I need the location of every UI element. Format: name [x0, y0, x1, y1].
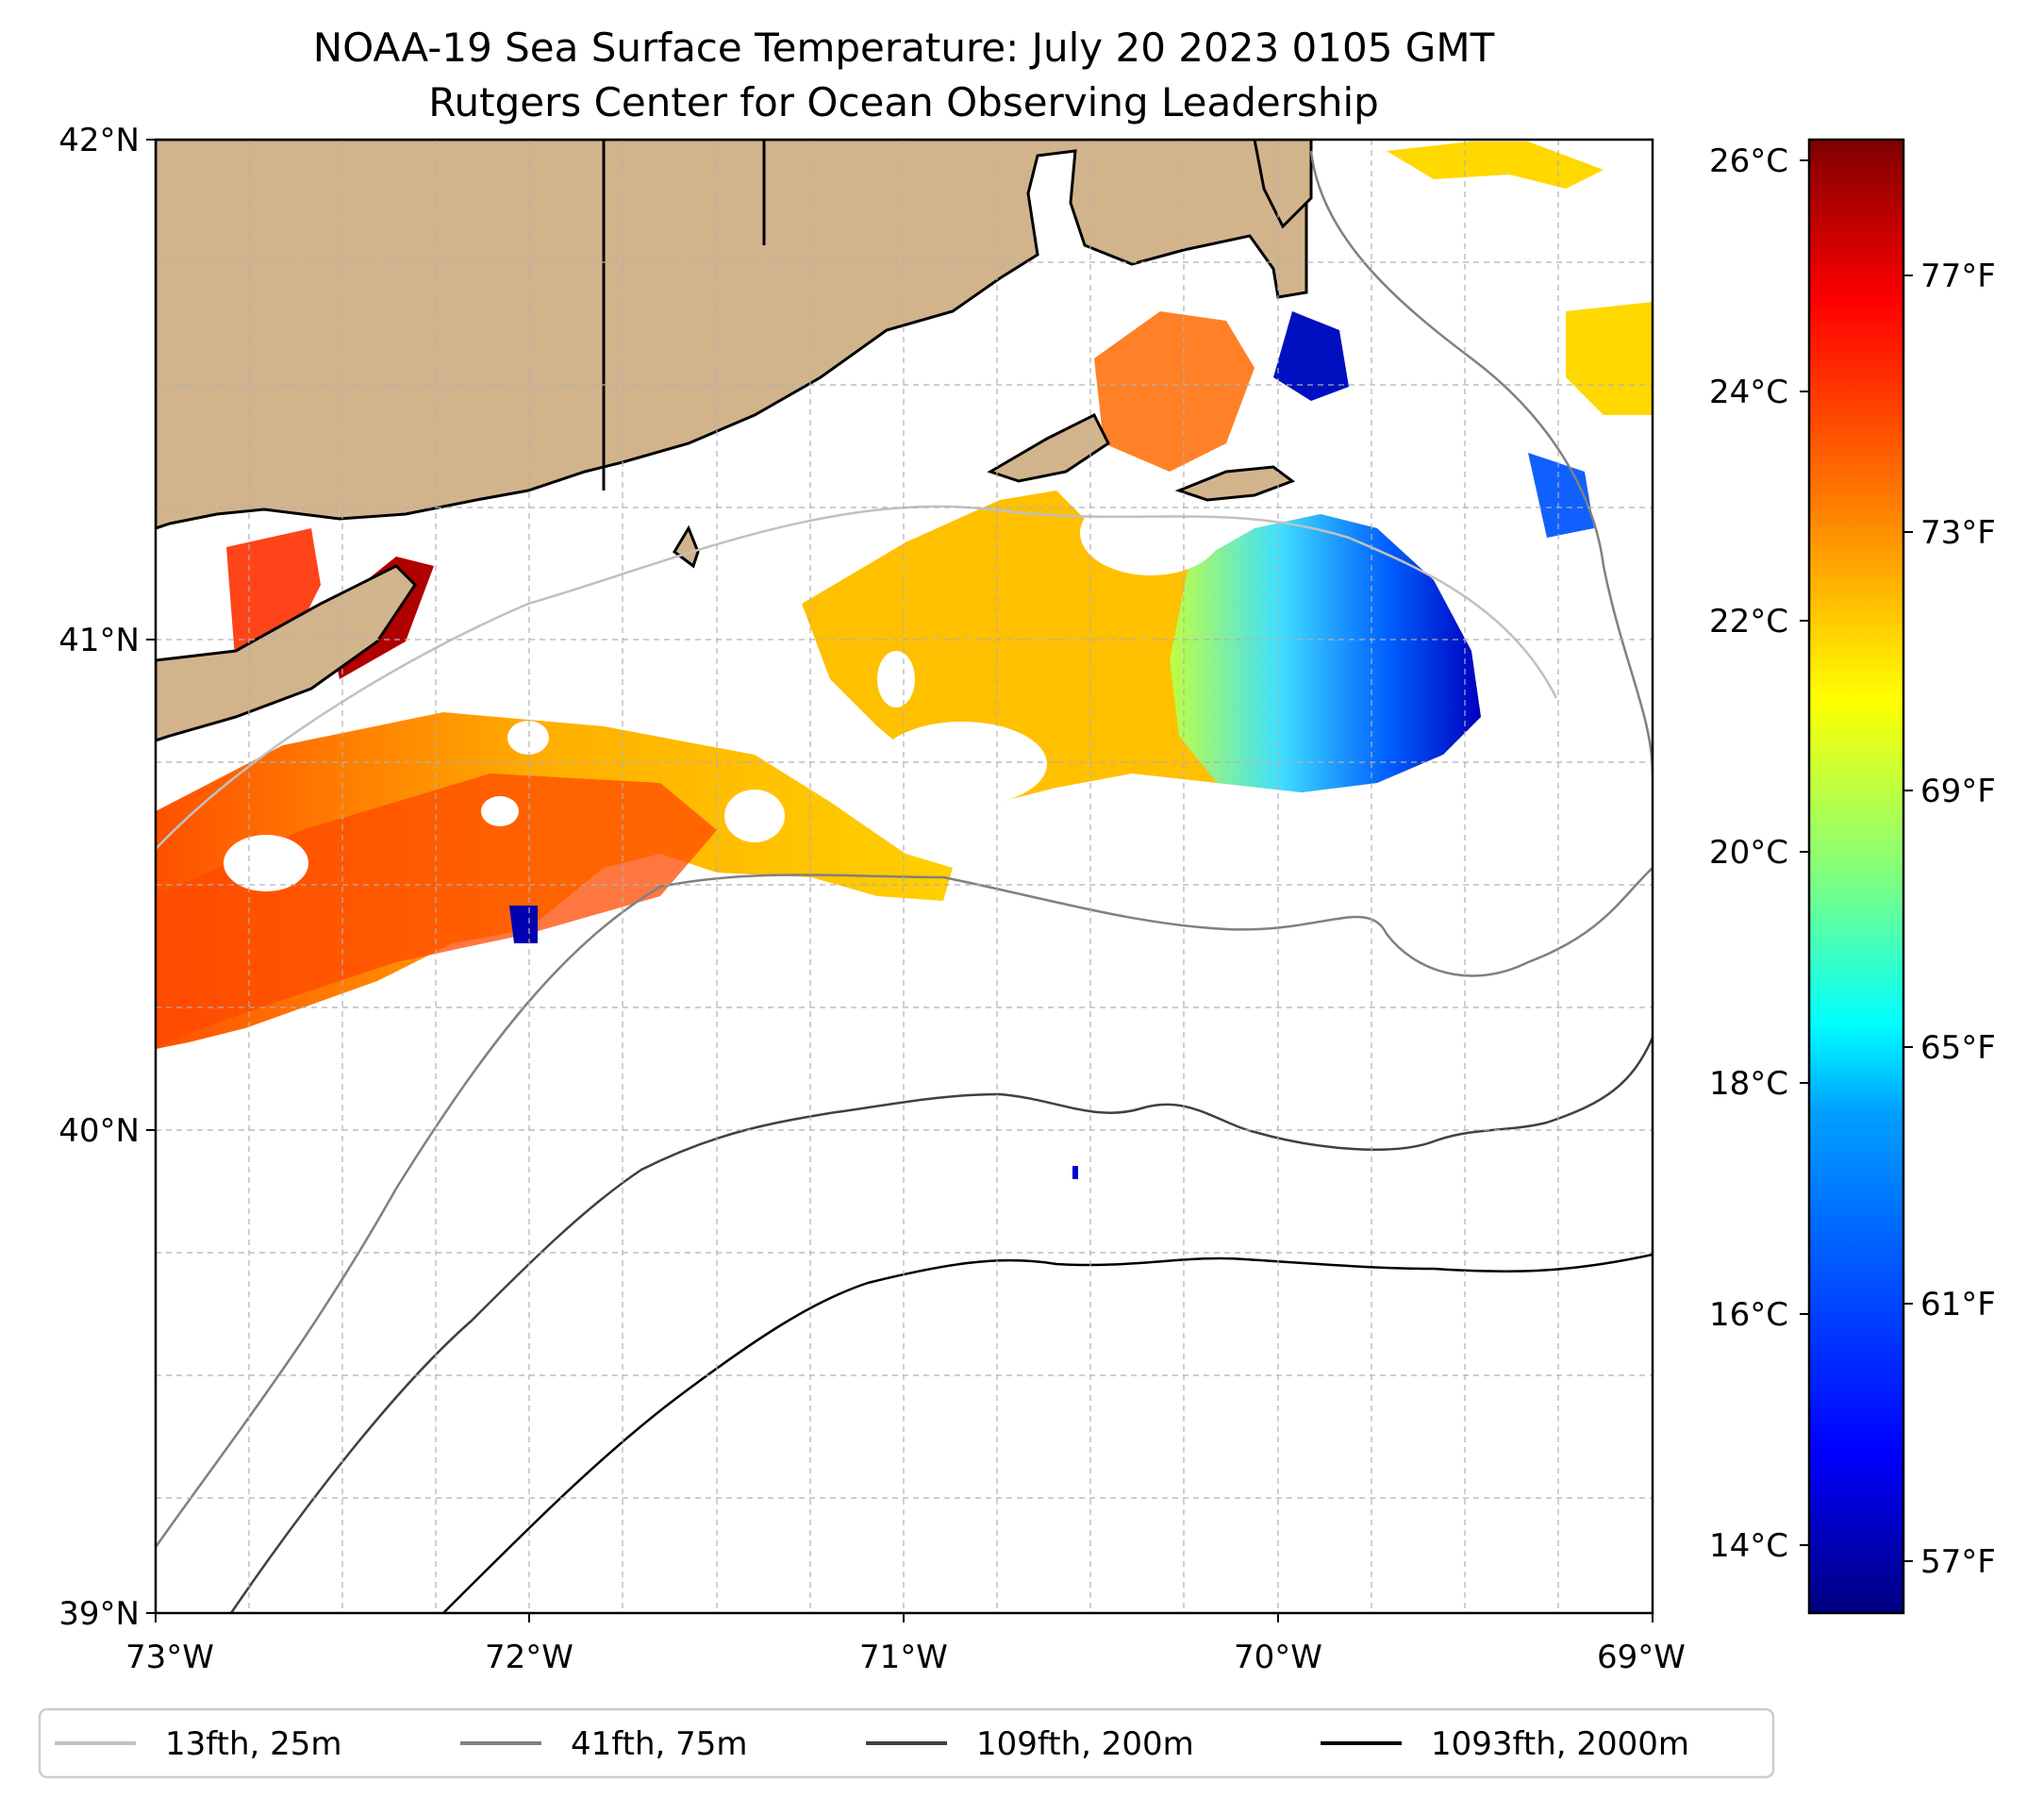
- fahrenheit-label: 77°F: [1920, 258, 1996, 295]
- fahrenheit-label: 73°F: [1920, 514, 1996, 552]
- sst-patch-east-blue: [1528, 453, 1594, 538]
- legend-label-25m: 13fth, 25m: [165, 1725, 342, 1763]
- colorbar-ticks: [1800, 159, 1913, 1562]
- colorbar: [1807, 138, 1905, 1615]
- isobath-200m: [229, 1037, 1653, 1613]
- sst-cool-eddy: [1170, 514, 1481, 792]
- legend-label-2000m: 1093fth, 2000m: [1431, 1725, 1689, 1763]
- sst-cold-patch-north: [1273, 311, 1349, 401]
- celsius-label: 20°C: [1709, 834, 1788, 872]
- graticule: [156, 140, 1653, 1613]
- celsius-label: 16°C: [1709, 1296, 1788, 1334]
- isobath-2000m: [442, 1253, 1653, 1613]
- land-layer: [156, 140, 1313, 742]
- colorbar-fahrenheit-labels: 77°F 73°F 69°F 65°F 61°F 57°F: [1920, 258, 1996, 1581]
- cloud-gap: [877, 722, 1047, 807]
- isobath-75m: [156, 867, 1653, 1548]
- colorbar-celsius-labels: 26°C 24°C 22°C 20°C 18°C 16°C 14°C: [1709, 142, 1788, 1565]
- block-island: [673, 524, 700, 569]
- map-area: [156, 140, 1653, 1613]
- y-tick-label: 40°N: [58, 1112, 140, 1150]
- cape-cod-tip: [1253, 140, 1313, 229]
- celsius-label: 22°C: [1709, 603, 1788, 641]
- fahrenheit-label: 57°F: [1920, 1543, 1996, 1581]
- axis-ticks: [146, 139, 1653, 1622]
- fahrenheit-label: 61°F: [1920, 1286, 1996, 1323]
- nantucket: [1174, 465, 1296, 502]
- cloud-gap: [224, 835, 308, 891]
- fahrenheit-label: 65°F: [1920, 1029, 1996, 1067]
- celsius-label: 26°C: [1709, 142, 1788, 180]
- x-tick-label: 73°W: [125, 1639, 214, 1676]
- isobath-legend: 13fth, 25m 41fth, 75m 109fth, 200m 1093f…: [38, 1707, 1775, 1779]
- y-axis-labels: 42°N 41°N 40°N 39°N: [58, 122, 140, 1633]
- x-tick-label: 70°W: [1234, 1639, 1322, 1676]
- sst-speck: [1072, 1166, 1078, 1179]
- sst-speck: [509, 906, 538, 943]
- sst-patch-sound: [1094, 311, 1255, 472]
- chart-subtitle: Rutgers Center for Ocean Observing Leade…: [428, 79, 1379, 125]
- y-tick-label: 42°N: [58, 122, 140, 159]
- x-axis-labels: 73°W 72°W 71°W 70°W 69°W: [125, 1639, 1686, 1676]
- sst-patch-li-sound: [226, 528, 321, 670]
- state-boundaries: [602, 140, 766, 491]
- sst-patch-northeast: [1387, 141, 1604, 189]
- y-tick-label: 39°N: [58, 1595, 140, 1633]
- cloud-gap: [1080, 491, 1221, 575]
- long-island: [156, 564, 417, 742]
- x-tick-label: 69°W: [1597, 1639, 1686, 1676]
- celsius-label: 18°C: [1709, 1065, 1788, 1103]
- celsius-label: 24°C: [1709, 374, 1788, 411]
- fahrenheit-label: 69°F: [1920, 773, 1996, 810]
- isobath-75m-east: [1309, 150, 1653, 774]
- x-tick-label: 72°W: [485, 1639, 573, 1676]
- cloud-gap: [507, 721, 549, 755]
- new-england-mainland: [156, 140, 1308, 530]
- y-tick-label: 41°N: [58, 622, 140, 659]
- sst-patch-east: [1566, 302, 1653, 415]
- celsius-label: 14°C: [1709, 1527, 1788, 1565]
- legend-label-200m: 109fth, 200m: [976, 1725, 1194, 1763]
- legend-label-75m: 41fth, 75m: [571, 1725, 748, 1763]
- cloud-gap: [877, 651, 915, 707]
- marthas-vineyard: [987, 412, 1110, 483]
- x-tick-label: 71°W: [859, 1639, 948, 1676]
- isobath-layer: [156, 150, 1653, 1613]
- cloud-gap: [481, 796, 519, 826]
- cloud-gap: [724, 790, 785, 842]
- isobath-25m: [156, 505, 1558, 850]
- chart-title: NOAA-19 Sea Surface Temperature: July 20…: [313, 25, 1495, 71]
